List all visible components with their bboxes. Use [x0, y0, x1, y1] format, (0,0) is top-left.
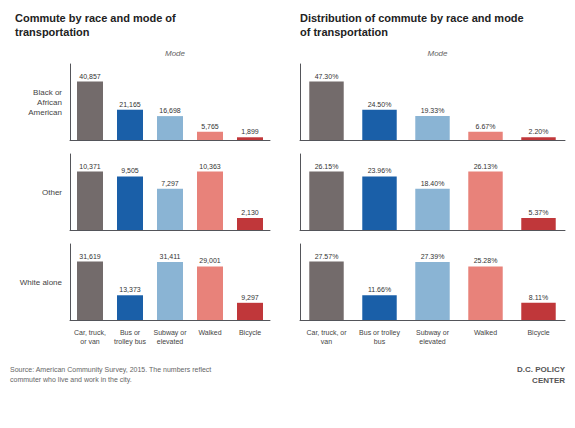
svg-text:Bus or: Bus or — [120, 329, 141, 336]
svg-text:elevated: elevated — [157, 338, 184, 345]
svg-text:Walked: Walked — [198, 329, 221, 336]
svg-text:Bicycle: Bicycle — [239, 329, 261, 337]
svg-text:White alone: White alone — [20, 278, 63, 287]
svg-text:Source: American Community Sur: Source: American Community Survey, 2015.… — [10, 366, 211, 374]
svg-text:13,373: 13,373 — [119, 286, 141, 293]
svg-text:8.11%: 8.11% — [529, 294, 548, 301]
svg-text:5.37%: 5.37% — [529, 209, 549, 216]
svg-text:1,899: 1,899 — [241, 128, 259, 135]
svg-text:Subway or: Subway or — [153, 329, 187, 337]
svg-text:2.20%: 2.20% — [529, 128, 549, 135]
svg-text:40,857: 40,857 — [79, 73, 101, 80]
svg-text:31,411: 31,411 — [160, 253, 181, 260]
svg-text:18.40%: 18.40% — [421, 180, 445, 187]
svg-text:26.15%: 26.15% — [315, 163, 339, 170]
svg-text:Mode: Mode — [165, 49, 186, 58]
svg-text:transportation: transportation — [15, 26, 90, 38]
svg-text:Mode: Mode — [427, 49, 448, 58]
svg-text:5,765: 5,765 — [201, 123, 219, 130]
svg-text:commuter who live and work in: commuter who live and work in the city. — [10, 376, 132, 384]
svg-text:or van: or van — [80, 338, 100, 345]
svg-text:Bicycle: Bicycle — [527, 329, 549, 337]
svg-text:19.33%: 19.33% — [421, 107, 445, 114]
svg-text:10,363: 10,363 — [199, 163, 221, 170]
svg-text:27.57%: 27.57% — [315, 253, 339, 260]
svg-text:9,297: 9,297 — [241, 294, 259, 301]
svg-text:Car, truck, or: Car, truck, or — [306, 329, 347, 336]
svg-text:bus: bus — [374, 338, 386, 345]
svg-text:Other: Other — [42, 188, 62, 197]
svg-text:African: African — [37, 98, 62, 107]
svg-text:Black or: Black or — [33, 88, 62, 97]
svg-text:26.13%: 26.13% — [474, 163, 498, 170]
svg-text:47.30%: 47.30% — [315, 73, 339, 80]
svg-text:Distribution of commute by rac: Distribution of commute by race and mode — [300, 12, 524, 24]
svg-text:21,165: 21,165 — [119, 101, 141, 108]
svg-text:of transportation: of transportation — [300, 26, 388, 38]
svg-text:23.96%: 23.96% — [368, 167, 392, 174]
svg-text:16,698: 16,698 — [159, 107, 181, 114]
svg-text:31,619: 31,619 — [79, 253, 101, 260]
svg-text:9,505: 9,505 — [121, 167, 139, 174]
svg-text:D.C. POLICY: D.C. POLICY — [517, 365, 566, 374]
svg-text:10,371: 10,371 — [79, 163, 101, 170]
svg-text:Subway or: Subway or — [416, 329, 450, 337]
svg-text:CENTER: CENTER — [532, 376, 565, 385]
svg-text:11.66%: 11.66% — [368, 286, 391, 293]
svg-text:7,297: 7,297 — [161, 180, 179, 187]
svg-text:6.67%: 6.67% — [476, 123, 496, 130]
svg-text:Commute by race and mode of: Commute by race and mode of — [15, 12, 176, 24]
svg-text:American: American — [28, 108, 62, 117]
svg-text:27.39%: 27.39% — [421, 253, 445, 260]
svg-text:24.50%: 24.50% — [368, 101, 392, 108]
svg-text:25.28%: 25.28% — [474, 257, 498, 264]
svg-text:Walked: Walked — [474, 329, 497, 336]
svg-text:29,001: 29,001 — [199, 257, 221, 264]
svg-text:van: van — [321, 338, 332, 345]
svg-text:Car, truck,: Car, truck, — [74, 329, 106, 336]
svg-text:elevated: elevated — [419, 338, 446, 345]
svg-text:trolley bus: trolley bus — [114, 338, 146, 346]
svg-text:2,130: 2,130 — [241, 209, 259, 216]
svg-text:Bus or trolley: Bus or trolley — [359, 329, 400, 337]
